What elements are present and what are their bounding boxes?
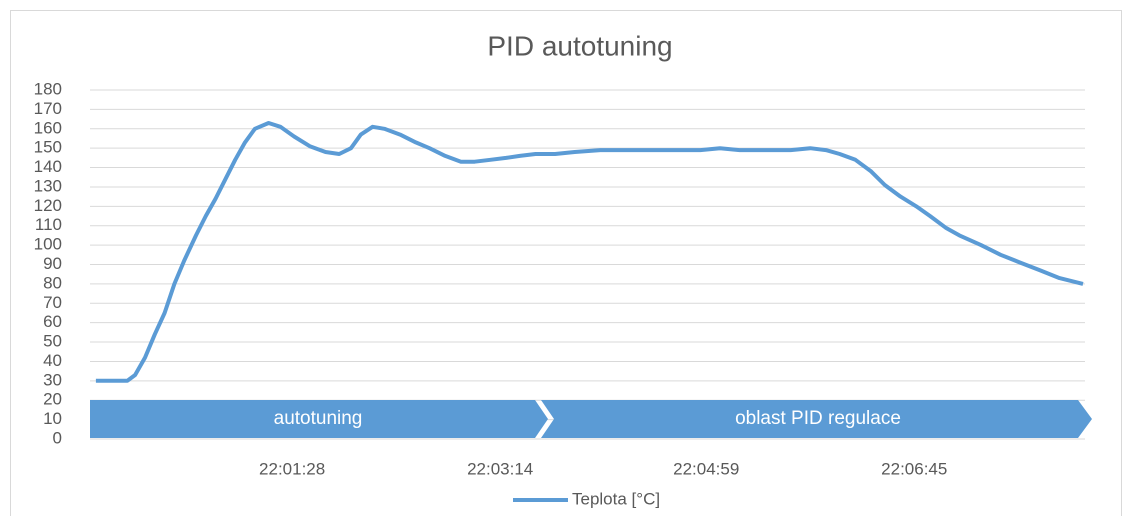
y-tick-label: 160	[34, 118, 62, 137]
y-tick-label: 140	[34, 157, 62, 176]
phase-banner	[90, 400, 548, 438]
y-tick-label: 150	[34, 138, 62, 157]
annotation: oblast PID regulace	[735, 408, 901, 429]
x-tick-label: 22:04:59	[673, 459, 739, 478]
y-tick-label: 0	[53, 428, 62, 447]
y-tick-label: 40	[43, 351, 62, 370]
y-tick-label: 80	[43, 273, 62, 292]
x-tick-label: 22:01:28	[259, 459, 325, 478]
series-line	[95, 121, 1084, 383]
y-tick-label: 20	[43, 390, 62, 409]
grid: 0102030405060708090100110120130140150160…	[34, 79, 1085, 478]
y-tick-label: 30	[43, 370, 62, 389]
y-tick-label: 120	[34, 196, 62, 215]
y-tick-label: 170	[34, 99, 62, 118]
x-tick-label: 22:03:14	[467, 459, 533, 478]
x-tick-label: 22:06:45	[881, 459, 947, 478]
y-tick-label: 130	[34, 176, 62, 195]
y-tick-label: 180	[34, 79, 62, 98]
y-tick-label: 70	[43, 293, 62, 312]
chart-title: PID autotuning	[487, 30, 672, 61]
annotation: autotuning	[274, 408, 363, 429]
y-tick-label: 90	[43, 254, 62, 273]
plot	[95, 121, 1084, 383]
y-tick-label: 100	[34, 235, 62, 254]
chart-frame	[10, 10, 1122, 516]
phase-banner	[541, 400, 1092, 438]
y-tick-label: 10	[43, 409, 62, 428]
legend-label: Teplota [°C]	[572, 489, 660, 508]
y-tick-label: 50	[43, 332, 62, 351]
y-tick-label: 110	[35, 215, 62, 234]
y-tick-label: 60	[43, 312, 62, 331]
